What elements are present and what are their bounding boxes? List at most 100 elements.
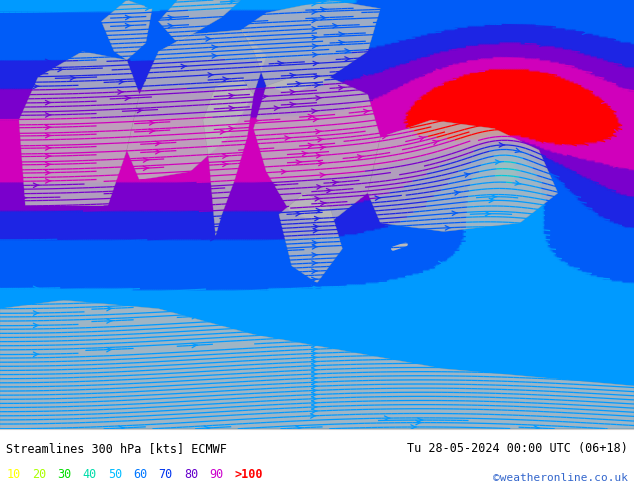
FancyArrowPatch shape (311, 314, 317, 319)
FancyArrowPatch shape (278, 61, 283, 66)
FancyArrowPatch shape (126, 15, 131, 20)
FancyArrowPatch shape (402, 295, 408, 299)
FancyArrowPatch shape (316, 208, 322, 213)
FancyArrowPatch shape (168, 15, 174, 20)
FancyArrowPatch shape (489, 198, 495, 203)
FancyArrowPatch shape (495, 160, 501, 164)
FancyArrowPatch shape (311, 396, 317, 401)
FancyArrowPatch shape (313, 117, 319, 122)
FancyArrowPatch shape (491, 91, 497, 96)
FancyArrowPatch shape (295, 212, 301, 216)
FancyArrowPatch shape (46, 125, 51, 129)
Text: Tu 28-05-2024 00:00 UTC (06+18): Tu 28-05-2024 00:00 UTC (06+18) (407, 442, 628, 455)
FancyArrowPatch shape (576, 5, 582, 9)
FancyArrowPatch shape (125, 96, 131, 100)
FancyArrowPatch shape (345, 57, 351, 61)
FancyArrowPatch shape (607, 174, 614, 178)
FancyArrowPatch shape (223, 154, 228, 158)
FancyArrowPatch shape (220, 130, 226, 134)
Text: 10: 10 (6, 468, 20, 481)
FancyArrowPatch shape (46, 171, 51, 175)
FancyArrowPatch shape (212, 45, 217, 49)
Polygon shape (0, 300, 634, 429)
FancyArrowPatch shape (34, 183, 39, 188)
FancyArrowPatch shape (522, 25, 527, 30)
FancyArrowPatch shape (318, 161, 324, 166)
FancyArrowPatch shape (595, 0, 601, 4)
FancyArrowPatch shape (311, 290, 317, 294)
FancyArrowPatch shape (143, 228, 149, 232)
FancyArrowPatch shape (22, 196, 27, 200)
FancyArrowPatch shape (455, 191, 460, 195)
FancyArrowPatch shape (437, 9, 443, 13)
FancyArrowPatch shape (46, 51, 51, 55)
FancyArrowPatch shape (46, 232, 51, 237)
FancyArrowPatch shape (311, 355, 317, 360)
FancyArrowPatch shape (314, 83, 320, 87)
FancyArrowPatch shape (312, 27, 318, 31)
Text: 40: 40 (82, 468, 96, 481)
FancyArrowPatch shape (205, 37, 212, 41)
Text: >100: >100 (235, 468, 263, 481)
FancyArrowPatch shape (125, 257, 131, 261)
FancyArrowPatch shape (345, 49, 351, 53)
FancyArrowPatch shape (321, 7, 327, 12)
FancyArrowPatch shape (311, 109, 318, 113)
FancyArrowPatch shape (339, 86, 344, 90)
FancyArrowPatch shape (614, 138, 619, 142)
FancyArrowPatch shape (302, 151, 307, 156)
FancyArrowPatch shape (562, 139, 569, 143)
FancyArrowPatch shape (46, 146, 51, 150)
FancyArrowPatch shape (46, 179, 51, 183)
FancyArrowPatch shape (375, 196, 381, 200)
FancyArrowPatch shape (46, 43, 51, 47)
FancyArrowPatch shape (34, 286, 39, 291)
FancyArrowPatch shape (155, 149, 161, 154)
FancyArrowPatch shape (212, 54, 217, 58)
FancyArrowPatch shape (254, 119, 259, 123)
FancyArrowPatch shape (312, 18, 318, 23)
FancyArrowPatch shape (192, 343, 198, 348)
FancyArrowPatch shape (15, 72, 21, 76)
FancyArrowPatch shape (46, 154, 51, 158)
FancyArrowPatch shape (311, 392, 317, 397)
FancyArrowPatch shape (229, 126, 235, 131)
FancyArrowPatch shape (607, 65, 613, 69)
FancyArrowPatch shape (311, 302, 317, 306)
FancyArrowPatch shape (311, 360, 317, 364)
FancyArrowPatch shape (229, 106, 235, 110)
Text: 20: 20 (32, 468, 46, 481)
FancyArrowPatch shape (382, 134, 388, 139)
FancyArrowPatch shape (313, 241, 318, 245)
FancyArrowPatch shape (312, 1, 318, 6)
FancyArrowPatch shape (601, 48, 607, 52)
FancyArrowPatch shape (311, 285, 317, 290)
FancyArrowPatch shape (46, 59, 51, 64)
FancyArrowPatch shape (28, 0, 34, 3)
FancyArrowPatch shape (205, 28, 211, 33)
FancyArrowPatch shape (46, 26, 51, 31)
Polygon shape (254, 77, 380, 223)
FancyArrowPatch shape (452, 211, 458, 216)
FancyArrowPatch shape (363, 75, 369, 79)
FancyArrowPatch shape (416, 420, 422, 425)
FancyArrowPatch shape (34, 84, 39, 89)
FancyArrowPatch shape (46, 261, 51, 266)
FancyArrowPatch shape (311, 405, 317, 409)
FancyArrowPatch shape (190, 185, 196, 190)
FancyArrowPatch shape (601, 40, 607, 45)
FancyArrowPatch shape (143, 158, 149, 162)
FancyArrowPatch shape (613, 154, 619, 159)
FancyArrowPatch shape (296, 160, 302, 165)
FancyArrowPatch shape (102, 3, 108, 8)
FancyArrowPatch shape (311, 318, 317, 323)
FancyArrowPatch shape (235, 12, 241, 16)
FancyArrowPatch shape (119, 426, 124, 430)
FancyArrowPatch shape (360, 271, 366, 276)
FancyArrowPatch shape (311, 281, 317, 286)
FancyArrowPatch shape (142, 212, 148, 217)
FancyArrowPatch shape (317, 185, 323, 189)
FancyArrowPatch shape (58, 67, 63, 72)
FancyArrowPatch shape (321, 0, 327, 3)
FancyArrowPatch shape (320, 201, 326, 205)
